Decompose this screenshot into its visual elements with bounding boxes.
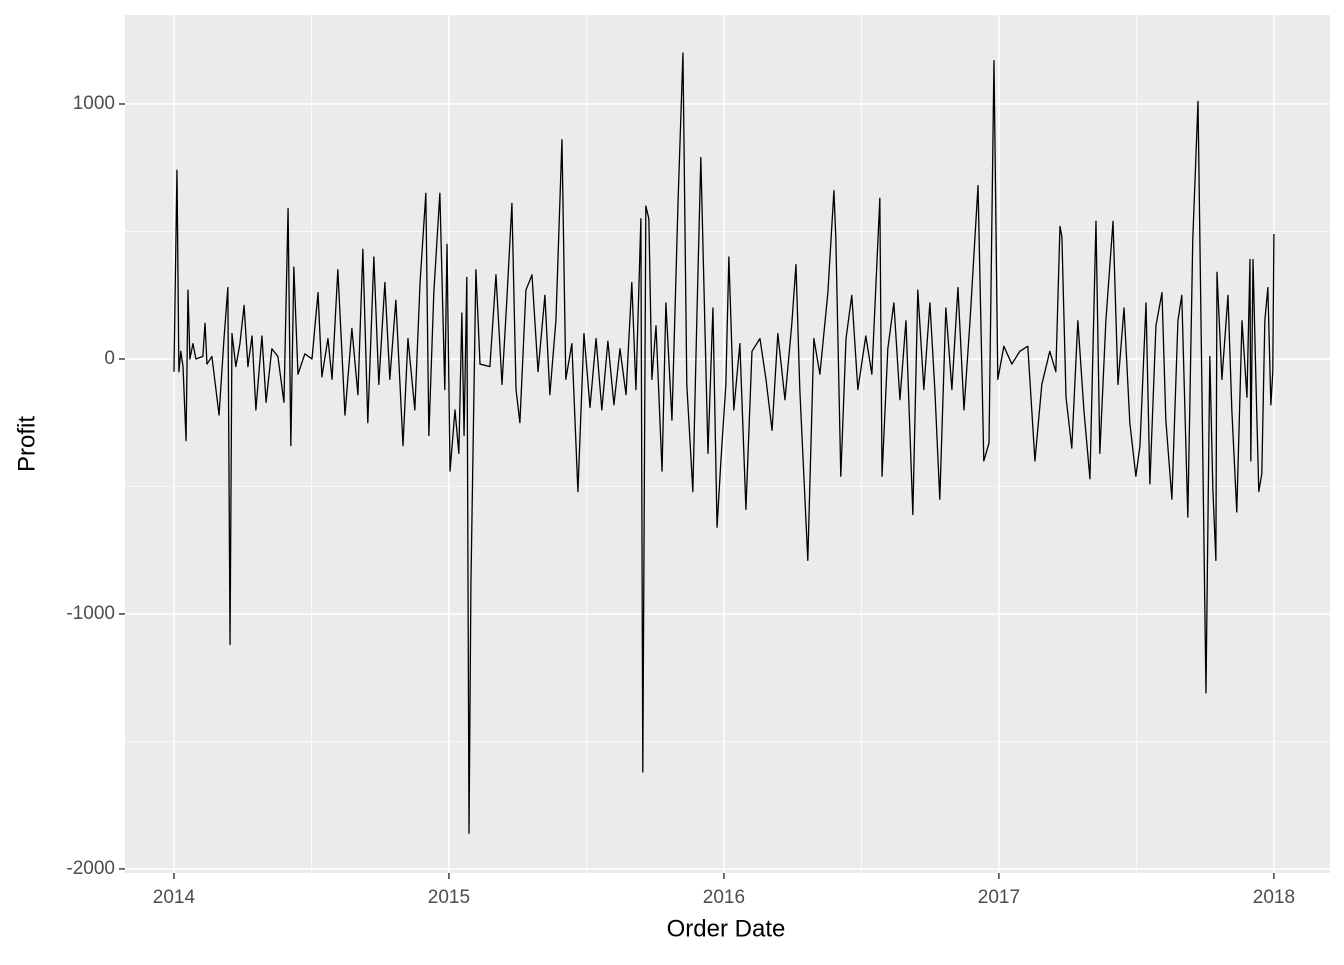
x-tick-label: 2015 xyxy=(428,887,470,908)
x-tick-label: 2017 xyxy=(978,887,1020,908)
y-axis-label: Profit xyxy=(13,416,40,472)
y-tick-label: 1000 xyxy=(73,93,115,114)
x-axis-label: Order Date xyxy=(667,915,786,942)
x-tick-label: 2016 xyxy=(703,887,745,908)
line xyxy=(173,52,1275,834)
x-tick-label: 2014 xyxy=(153,887,196,908)
panel xyxy=(125,15,1330,873)
y-tick-label: -1000 xyxy=(66,603,115,624)
y-tick-label: 0 xyxy=(104,348,115,369)
x-tick-label: 2018 xyxy=(1253,887,1295,908)
y-tick-label: -2000 xyxy=(66,858,115,879)
